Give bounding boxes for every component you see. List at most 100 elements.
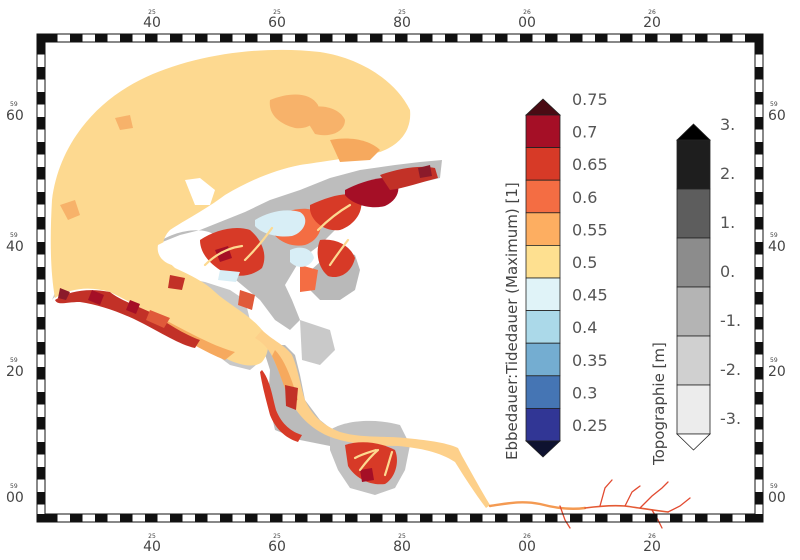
frame-segment bbox=[755, 342, 763, 355]
frame-segment bbox=[755, 242, 763, 255]
colorbar-box bbox=[525, 147, 561, 181]
frame-segment bbox=[755, 42, 763, 55]
frame-segment bbox=[345, 514, 358, 522]
bottom-tick-small: 25 bbox=[398, 533, 406, 540]
inner-channels bbox=[218, 210, 314, 282]
frame-segment bbox=[445, 514, 458, 522]
frame-segment bbox=[370, 514, 383, 522]
frame-segment bbox=[37, 242, 45, 255]
top-tick-small: 25 bbox=[148, 9, 156, 16]
frame-segment bbox=[37, 442, 45, 455]
flat-channels bbox=[203, 203, 394, 477]
colorbar-box bbox=[525, 212, 561, 246]
frame-segment bbox=[755, 142, 763, 155]
colorbar-box bbox=[676, 286, 711, 337]
frame-segment bbox=[755, 492, 763, 505]
frame-segment bbox=[45, 514, 58, 522]
topo-legend-labels: 3. 2. 1. 0. -1. -2. -3. bbox=[720, 115, 741, 428]
frame-segment bbox=[120, 34, 133, 42]
ratio-legend-title: Ebbedauer:Tidedauer (Maximum) [1] bbox=[503, 182, 521, 460]
colorbar-tick-label: 0.3 bbox=[572, 383, 597, 402]
colorbar-tick-label: 1. bbox=[720, 213, 735, 232]
frame-corner bbox=[755, 34, 763, 42]
frame-segment bbox=[755, 467, 763, 480]
left-tick-label: 60 bbox=[6, 108, 24, 124]
left-tick-label: 20 bbox=[6, 364, 24, 380]
water-layer bbox=[50, 49, 490, 508]
frame-segment bbox=[37, 67, 45, 80]
frame-segment bbox=[295, 514, 308, 522]
ratio-legend: 0.750.70.650.60.550.50.450.40.350.30.25 … bbox=[503, 90, 608, 460]
ratio-colorbar bbox=[524, 98, 562, 458]
top-tick-small: 26 bbox=[648, 9, 656, 16]
colorbar-tick-label: -1. bbox=[720, 311, 741, 330]
colorbar-box bbox=[525, 114, 561, 148]
top-tick-small: 26 bbox=[523, 9, 531, 16]
frame-segment bbox=[755, 92, 763, 105]
bottom-tick-small: 26 bbox=[648, 533, 656, 540]
frame-segment bbox=[695, 34, 708, 42]
colorbar-tick-label: -3. bbox=[720, 409, 741, 428]
frame-segment bbox=[595, 34, 608, 42]
left-tick-small: 59 bbox=[10, 232, 18, 239]
frame-segment bbox=[270, 514, 283, 522]
frame-segment bbox=[570, 34, 583, 42]
frame-segment bbox=[755, 192, 763, 205]
colorbar-under-arrow bbox=[676, 433, 711, 451]
frame-segment bbox=[720, 34, 733, 42]
topo-legend: 3. 2. 1. 0. -1. -2. -3. Topographie [m] bbox=[650, 115, 741, 466]
colorbar-box bbox=[525, 375, 561, 409]
right-tick-label: 60 bbox=[768, 108, 786, 124]
frame-segment bbox=[520, 34, 533, 42]
right-tick-label: 20 bbox=[768, 364, 786, 380]
frame-segment bbox=[37, 392, 45, 405]
colorbar-box bbox=[525, 244, 561, 279]
frame-segment bbox=[745, 514, 755, 522]
frame-segment bbox=[545, 34, 558, 42]
frame-segment bbox=[70, 514, 83, 522]
right-tick-small: 59 bbox=[770, 483, 778, 490]
left-tick-small: 59 bbox=[10, 483, 18, 490]
colorbar-tick-label: 0.6 bbox=[572, 188, 597, 207]
frame-segment bbox=[755, 117, 763, 130]
left-tick-label: 00 bbox=[6, 490, 24, 506]
main-channel bbox=[255, 330, 490, 508]
colorbar-box bbox=[525, 179, 561, 214]
frame-segment bbox=[195, 34, 208, 42]
left-tick-labels: 59 60 59 40 59 20 59 00 bbox=[6, 101, 24, 506]
right-tick-small: 59 bbox=[770, 101, 778, 108]
top-tick-label: 00 bbox=[518, 15, 536, 31]
frame-segment bbox=[755, 292, 763, 305]
river-network bbox=[488, 479, 691, 529]
frame-segment bbox=[37, 217, 45, 230]
frame-segment bbox=[320, 34, 333, 42]
frame-segment bbox=[37, 117, 45, 130]
left-tick-small: 59 bbox=[10, 101, 18, 108]
frame-segment bbox=[295, 34, 308, 42]
frame-segment bbox=[37, 492, 45, 505]
ratio-legend-labels: 0.75 0.7 0.65 0.6 0.55 0.5 0.45 0.4 0.35 0.3 0.25 bbox=[572, 90, 608, 435]
frame-segment bbox=[370, 34, 383, 42]
colorbar-box bbox=[525, 277, 561, 311]
frame-segment bbox=[420, 514, 433, 522]
frame-segment bbox=[37, 417, 45, 430]
frame-segment bbox=[220, 514, 233, 522]
right-tick-small: 59 bbox=[770, 357, 778, 364]
frame-corner bbox=[37, 34, 45, 42]
bottom-tick-label: 40 bbox=[143, 539, 161, 555]
frame-segment bbox=[620, 514, 633, 522]
frame-segment bbox=[445, 34, 458, 42]
frame-segment bbox=[170, 514, 183, 522]
frame-segment bbox=[37, 142, 45, 155]
frame-segment bbox=[755, 442, 763, 455]
frame-segment bbox=[755, 267, 763, 280]
frame-segment bbox=[670, 34, 683, 42]
top-tick-small: 25 bbox=[398, 9, 406, 16]
colorbar-tick-label: 0. bbox=[720, 262, 735, 281]
colorbar-box bbox=[676, 139, 711, 190]
frame-segment bbox=[695, 514, 708, 522]
frame-segment bbox=[37, 317, 45, 330]
topo-legend-title: Topographie [m] bbox=[650, 342, 668, 466]
frame-segment bbox=[37, 42, 45, 55]
